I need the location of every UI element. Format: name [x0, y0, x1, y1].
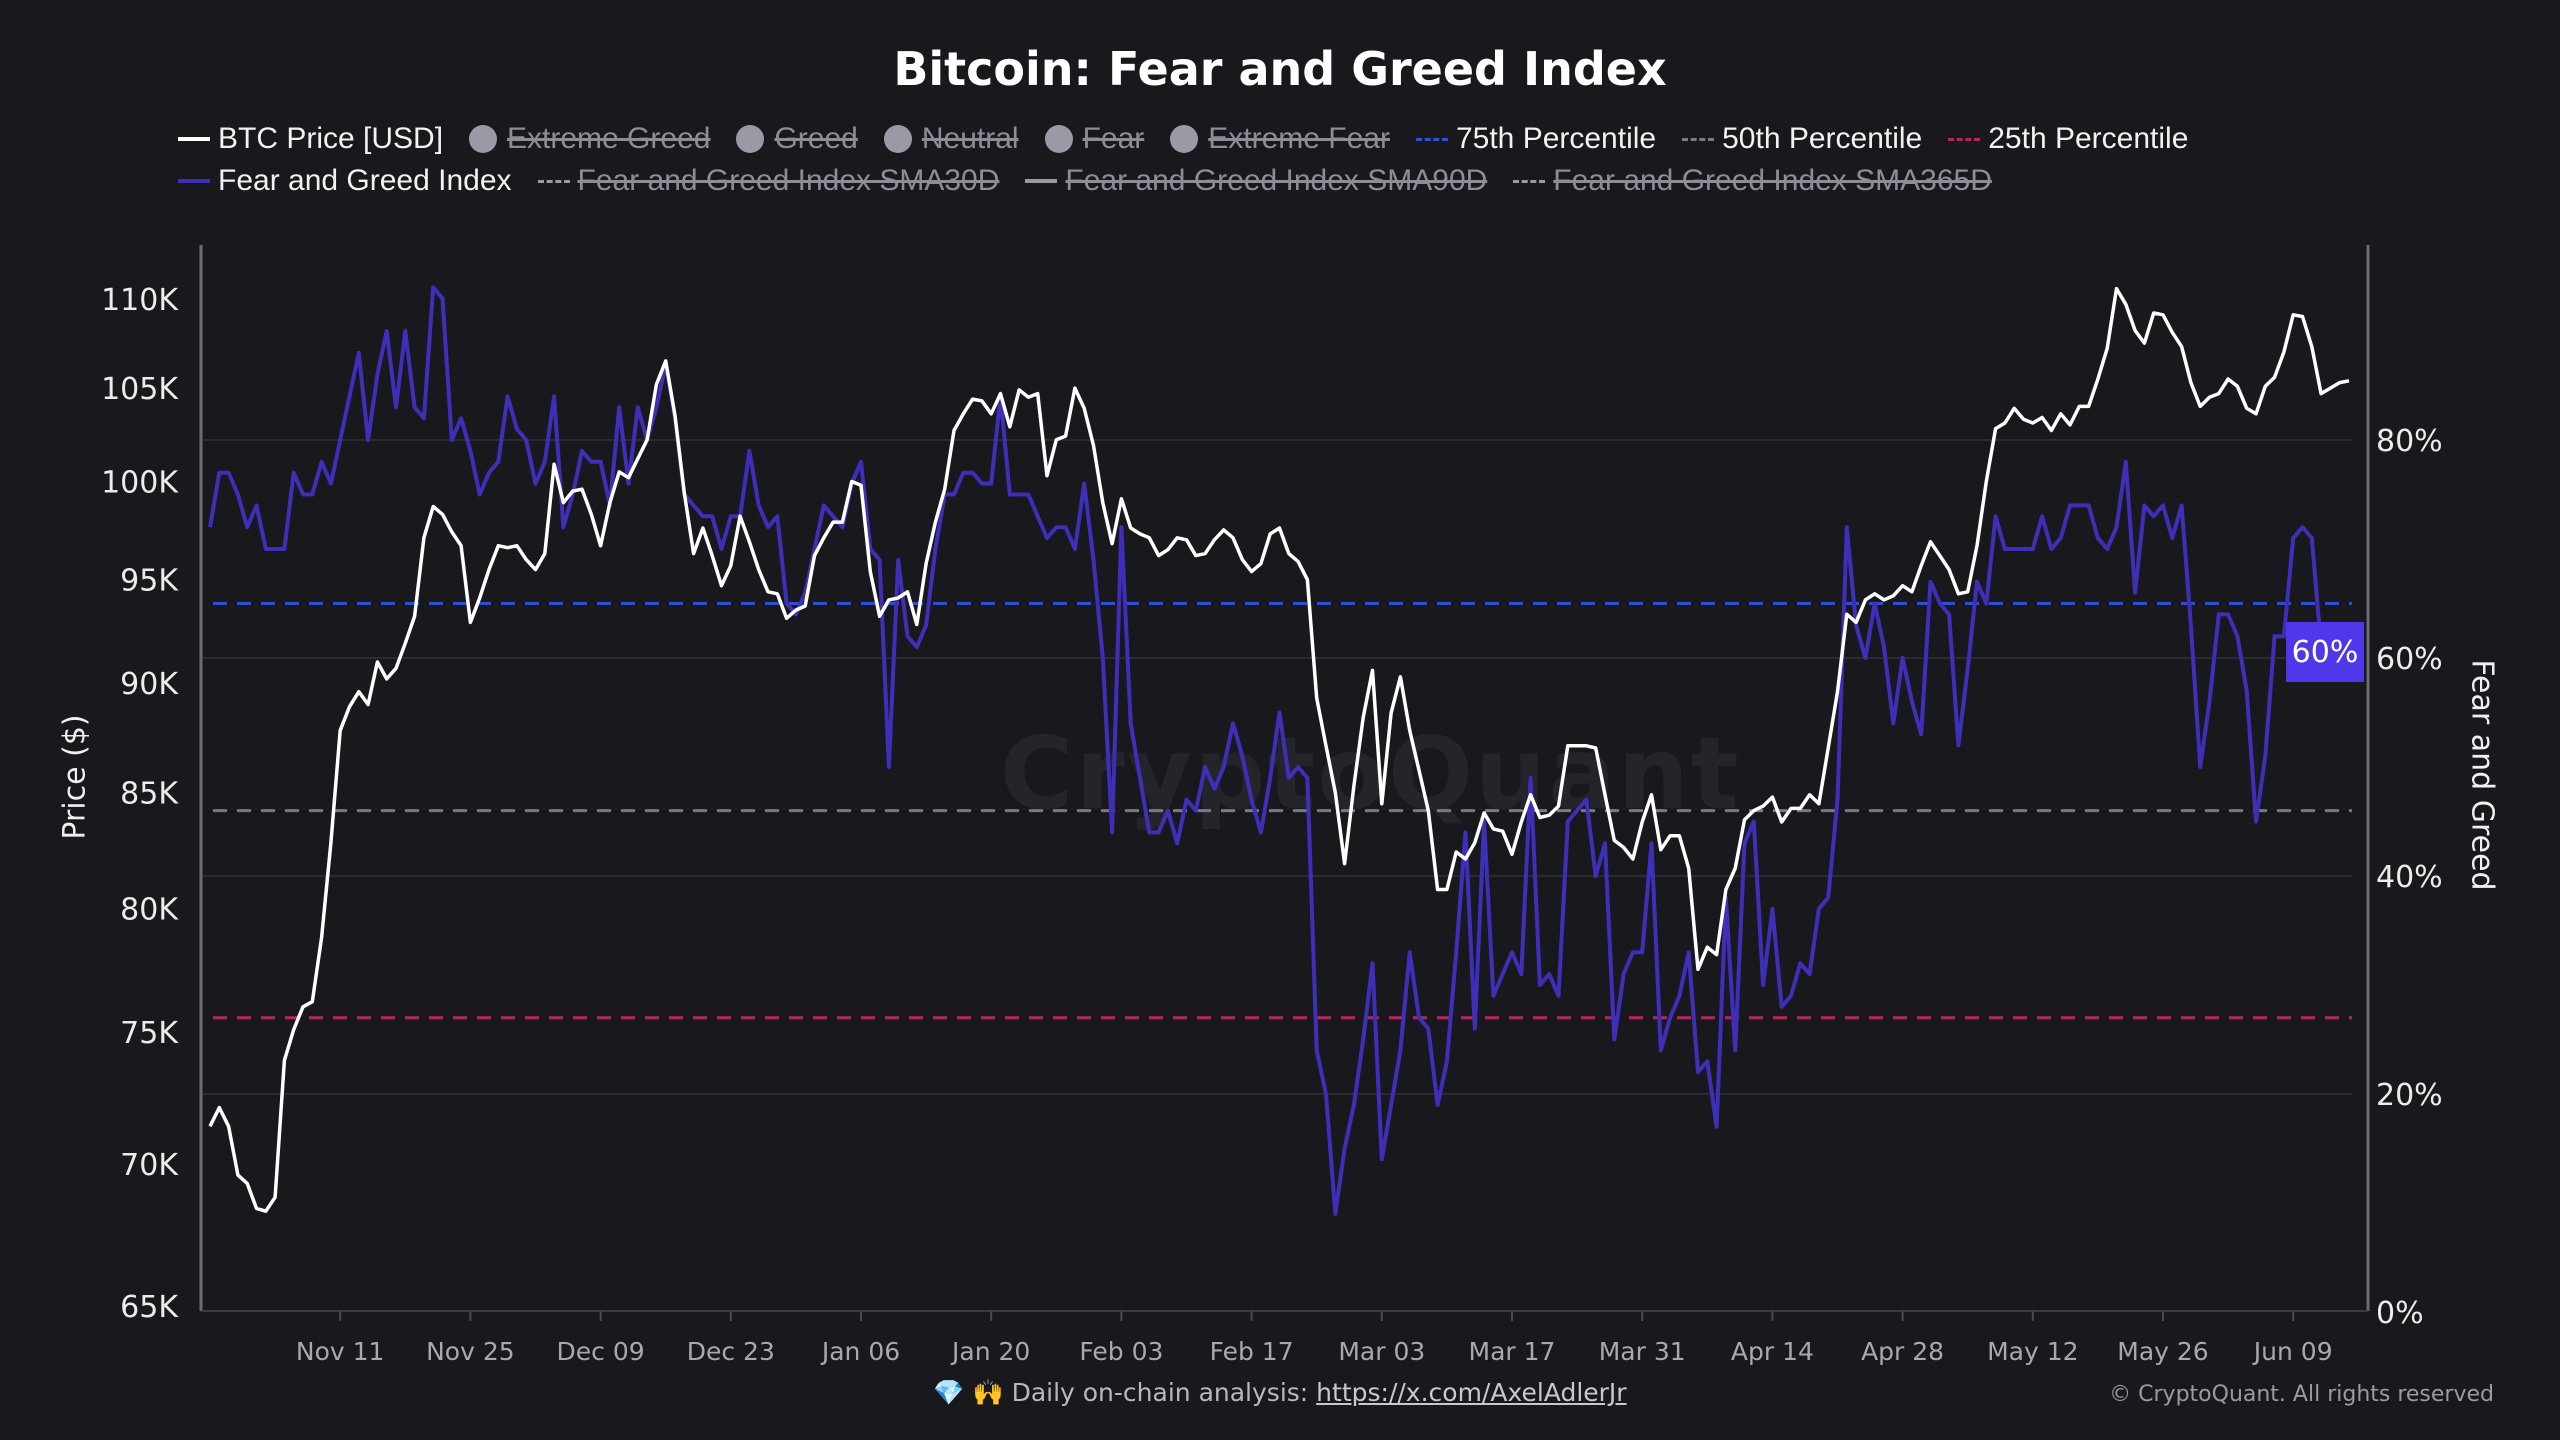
- legend-label: Fear and Greed Index SMA365D: [1553, 164, 1992, 197]
- circle-marker-icon: [1044, 125, 1073, 153]
- axes: [199, 245, 2370, 1312]
- percentile-lines: [213, 602, 2352, 1020]
- chart-title: Bitcoin: Fear and Greed Index: [893, 42, 1667, 96]
- legend-item-neutral[interactable]: Neutral: [883, 122, 1019, 156]
- line-marker-icon: [1682, 137, 1715, 141]
- circle-marker-icon: [1170, 125, 1199, 153]
- y-tick-label: 70K: [120, 1148, 179, 1183]
- legend-item-fear-and-greed-index-sma90d[interactable]: Fear and Greed Index SMA90D: [1025, 164, 1487, 198]
- footer-text: Daily on-chain analysis:: [1011, 1378, 1317, 1407]
- footer-link[interactable]: https://x.com/AxelAdlerJr: [1316, 1378, 1627, 1407]
- legend-item-btc-price-usd[interactable]: BTC Price [USD]: [178, 122, 443, 156]
- legend-label: Fear: [1082, 122, 1145, 155]
- btc-price-line: [208, 286, 2350, 1213]
- y2-tick-label: 20%: [2376, 1078, 2443, 1113]
- x-tick-label: Nov 25: [426, 1337, 515, 1366]
- y2-tick-label: 0%: [2376, 1296, 2424, 1331]
- legend-item-fear-and-greed-index[interactable]: Fear and Greed Index: [178, 164, 512, 198]
- line-marker-icon: [178, 137, 210, 141]
- x-tick-label: Mar 31: [1599, 1337, 1686, 1366]
- x-tick-label: Mar 03: [1338, 1337, 1425, 1366]
- footer: 💎 🙌 Daily on-chain analysis: https://x.c…: [0, 1378, 2560, 1408]
- legend-label: 25th Percentile: [1988, 122, 2189, 155]
- legend-label: Greed: [774, 122, 858, 155]
- legend-item-75th-percentile[interactable]: 75th Percentile: [1415, 122, 1657, 156]
- legend-label: 75th Percentile: [1455, 122, 1657, 155]
- legend-label: Fear and Greed Index SMA30D: [577, 164, 1000, 197]
- x-tick-label: May 12: [1987, 1337, 2078, 1366]
- legend-label: BTC Price [USD]: [218, 122, 444, 155]
- x-tick-label: Apr 14: [1731, 1337, 1814, 1366]
- x-tick-label: Mar 17: [1469, 1337, 1556, 1366]
- legend-item-fear-and-greed-index-sma30d[interactable]: Fear and Greed Index SMA30D: [537, 164, 1000, 198]
- y-tick-label: 110K: [101, 283, 179, 318]
- y2-tick-label: 60%: [2376, 642, 2443, 677]
- legend-label: 50th Percentile: [1722, 122, 1923, 155]
- x-tick-label: Jan 20: [950, 1337, 1030, 1366]
- y-tick-label: 95K: [120, 564, 179, 599]
- x-tick-label: Nov 11: [296, 1337, 385, 1366]
- legend-label: Fear and Greed Index SMA90D: [1065, 164, 1488, 197]
- legend-item-25th-percentile[interactable]: 25th Percentile: [1948, 122, 2188, 156]
- y-tick-label: 90K: [120, 667, 179, 702]
- y-tick-label: 100K: [101, 465, 179, 500]
- line-marker-icon: [1025, 179, 1058, 183]
- legend-label: Extreme Fear: [1208, 122, 1390, 155]
- legend-item-50th-percentile[interactable]: 50th Percentile: [1682, 122, 1922, 156]
- legend-item-fear[interactable]: Fear: [1044, 122, 1145, 156]
- y2-axis-title: Fear and Greed: [2464, 659, 2500, 891]
- legend-item-greed[interactable]: Greed: [736, 122, 858, 156]
- y2-tick-label: 80%: [2376, 424, 2443, 459]
- x-tick-label: Jun 09: [2252, 1337, 2333, 1366]
- legend-label: Neutral: [921, 122, 1019, 155]
- diamond-hands-emoji-icon: 💎 🙌: [933, 1378, 1004, 1407]
- y-tick-label: 85K: [120, 777, 179, 812]
- x-tick-label: Jan 06: [820, 1337, 900, 1366]
- y-tick-label: 65K: [120, 1290, 179, 1325]
- legend-label: Extreme Greed: [507, 122, 711, 155]
- y-tick-label: 105K: [101, 372, 179, 407]
- y-tick-label: 75K: [120, 1016, 179, 1051]
- fear-greed-index-line: [208, 285, 2349, 1216]
- x-tick-label: Feb 17: [1210, 1337, 1294, 1366]
- legend-row-2: Fear and Greed Index Fear and Greed Index…: [178, 164, 2018, 198]
- legend-item-fear-and-greed-index-sma365d[interactable]: Fear and Greed Index SMA365D: [1513, 164, 1992, 198]
- legend-label: Fear and Greed Index: [218, 164, 512, 197]
- legend-item-extreme-greed[interactable]: Extreme Greed: [469, 122, 710, 156]
- line-marker-icon: [178, 179, 210, 183]
- line-marker-icon: [1513, 179, 1546, 183]
- legend-row-1: BTC Price [USD] Extreme Greed Greed Neutral…: [178, 122, 2214, 156]
- grid-lines: [201, 439, 2352, 1095]
- line-marker-icon: [537, 179, 570, 183]
- x-tick-label: Dec 23: [687, 1337, 775, 1366]
- copyright: © CryptoQuant. All rights reserved: [2109, 1382, 2494, 1407]
- y-tick-label: 80K: [120, 893, 179, 928]
- line-marker-icon: [1948, 137, 1981, 141]
- series-lines: [208, 285, 2350, 1216]
- legend-item-extreme-fear[interactable]: Extreme Fear: [1170, 122, 1390, 156]
- circle-marker-icon: [736, 125, 765, 153]
- x-tick-label: Apr 28: [1861, 1337, 1944, 1366]
- current-value-badge: 60%: [2286, 622, 2364, 682]
- x-tick-label: May 26: [2117, 1337, 2208, 1366]
- watermark: CryptoQuant: [1000, 715, 1741, 832]
- circle-marker-icon: [883, 125, 912, 153]
- x-tick-label: Feb 03: [1079, 1337, 1163, 1366]
- y2-tick-label: 40%: [2376, 860, 2443, 895]
- line-marker-icon: [1415, 137, 1448, 141]
- x-tick-label: Dec 09: [557, 1337, 645, 1366]
- tick-labels: 65K 70K 75K 80K 85K 90K 95K 100K 105K 110K 0% 20% 40…: [101, 283, 2443, 1366]
- y-axis-title: Price ($): [57, 714, 93, 840]
- circle-marker-icon: [469, 125, 498, 153]
